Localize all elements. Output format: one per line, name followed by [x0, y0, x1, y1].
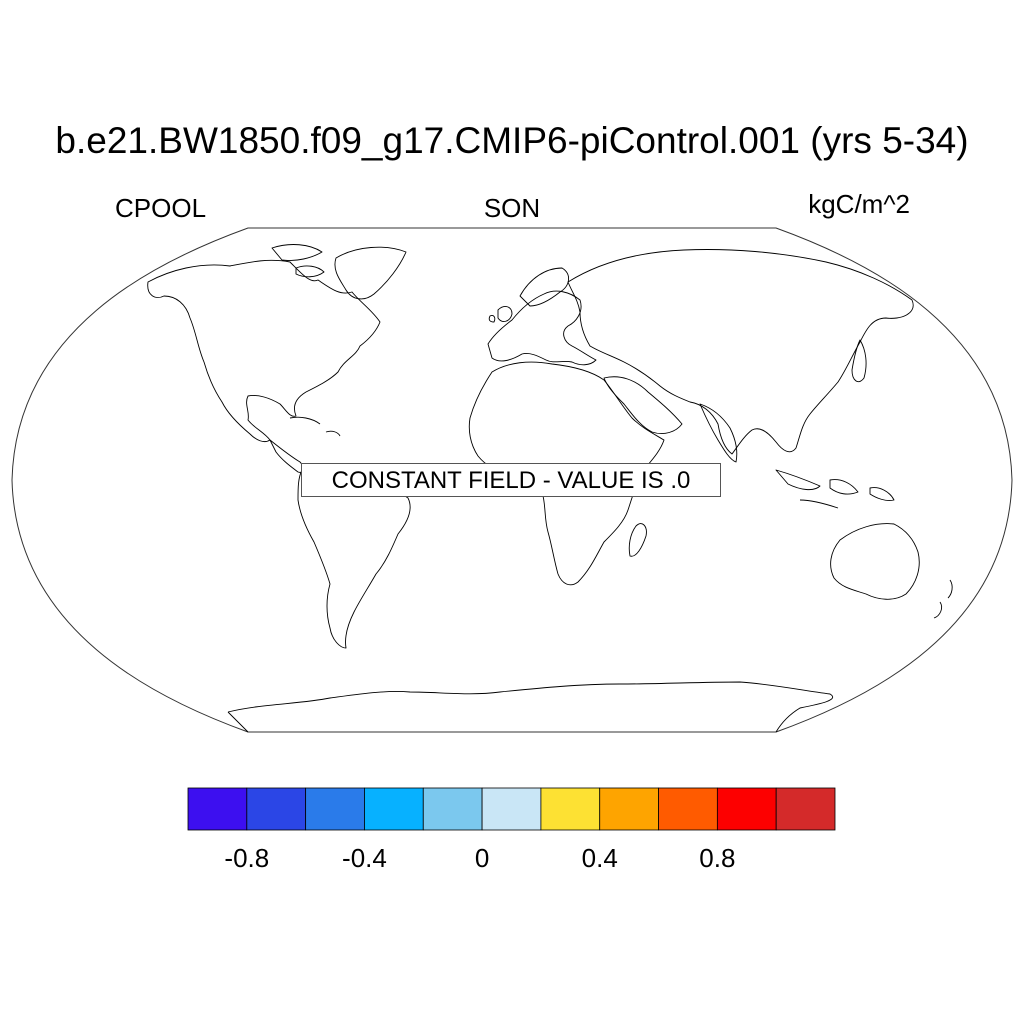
colorbar-swatch	[481, 787, 542, 831]
colorbar-tick-label: -0.4	[342, 843, 387, 873]
coast-india	[699, 403, 738, 463]
colorbar-swatch	[716, 787, 777, 831]
colorbar-swatch	[187, 787, 248, 831]
variable-label: CPOOL	[115, 193, 207, 223]
colorbar-tick-label: 0	[474, 843, 490, 873]
colorbar-tick-label: -0.8	[224, 843, 270, 873]
colorbar-swatch	[599, 787, 659, 831]
coast-new-zealand	[933, 579, 953, 619]
coast-british-isles	[488, 306, 513, 323]
colorbar-tick-label: 0.4	[581, 843, 618, 873]
plot-title: b.e21.BW1850.f09_g17.CMIP6-piControl.001…	[55, 120, 969, 161]
coast-north-america	[147, 259, 381, 443]
coast-madagascar	[628, 523, 647, 557]
coast-arabia	[603, 376, 683, 435]
season-label: SON	[483, 193, 541, 223]
coast-indonesia	[775, 469, 895, 509]
coast-japan	[851, 339, 867, 383]
coast-europe	[487, 290, 597, 366]
colorbar-swatch	[540, 787, 601, 831]
colorbar-swatch	[658, 787, 718, 831]
colorbar-swatch	[775, 787, 836, 831]
coast-arctic-islands	[271, 244, 325, 278]
units-label: kgC/m^2	[808, 189, 910, 219]
coast-greenland	[334, 246, 407, 300]
colorbar-swatch	[246, 787, 307, 831]
colorbar-tick-label: 0.8	[699, 843, 736, 873]
colorbar-swatch	[305, 787, 365, 831]
coast-asia	[567, 249, 914, 455]
colorbar-swatch	[422, 787, 483, 831]
coast-antarctica	[227, 681, 833, 733]
colorbar-swatch	[364, 787, 424, 831]
constant-field-message: CONSTANT FIELD - VALUE IS .0	[301, 463, 721, 497]
coast-caribbean	[289, 416, 341, 437]
coast-australia	[830, 523, 920, 600]
